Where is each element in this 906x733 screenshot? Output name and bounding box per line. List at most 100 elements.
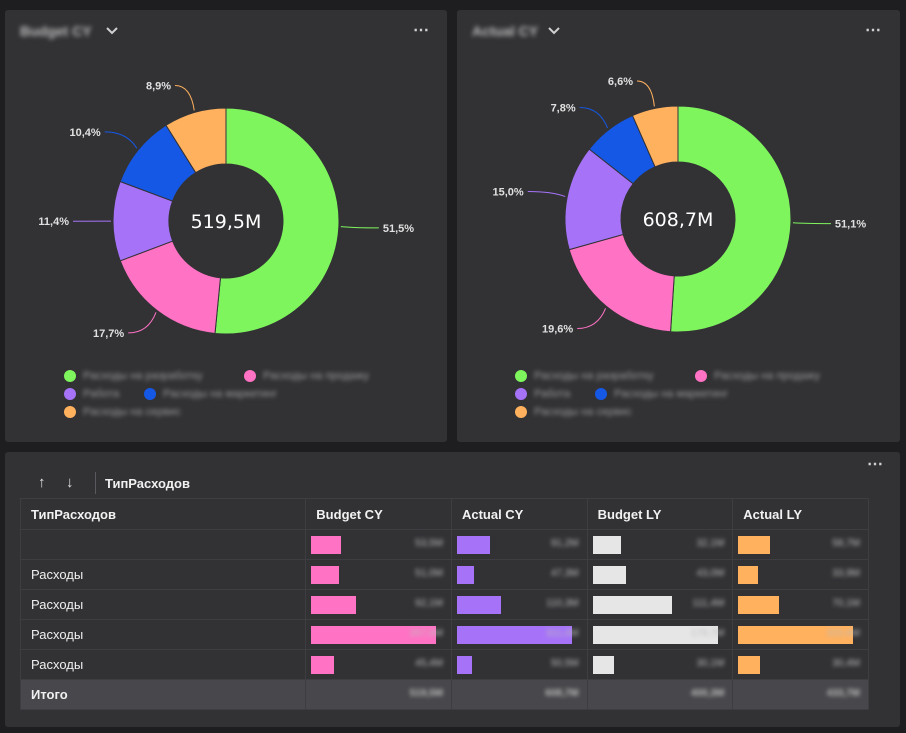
row-label: Расходы <box>19 559 307 590</box>
donut-slice[interactable] <box>165 107 227 174</box>
legend-item[interactable]: Расходы на разработку <box>515 370 654 382</box>
legend-item[interactable]: Работа <box>515 388 570 400</box>
chart-legend: Расходы на разработку Расходы на продажу Р… <box>64 370 424 430</box>
actual-cy-panel: Actual CY ⋯ 51,1% 19,6% 15,0% 7,8% 6,6% 608,7… <box>457 10 900 442</box>
more-menu-icon[interactable]: ⋯ <box>865 22 882 39</box>
cell-value: 433,7M <box>826 688 860 699</box>
value-cell: 30,4M <box>732 649 869 680</box>
value-cell: 47,3M <box>450 559 588 590</box>
cell-value: 91,2M <box>550 538 579 549</box>
leader-line <box>527 191 566 198</box>
column-header[interactable]: Budget CY <box>305 498 452 530</box>
cell-value: 33,9M <box>832 568 860 579</box>
divider <box>95 472 96 494</box>
chevron-down-icon[interactable] <box>105 26 119 36</box>
value-cell: 315,6M <box>732 619 869 650</box>
cell-value: 53,5M <box>415 538 443 549</box>
column-header[interactable]: Actual LY <box>732 498 869 530</box>
legend-dot-icon <box>515 370 527 382</box>
leader-line <box>104 131 138 149</box>
legend-item[interactable]: Расходы на маркетинг <box>144 388 277 400</box>
data-bar <box>738 536 771 554</box>
legend-label: Расходы на маркетинг <box>163 388 278 400</box>
more-menu-icon[interactable]: ⋯ <box>867 456 884 473</box>
legend-item[interactable]: Расходы на разработку <box>64 370 203 382</box>
value-cell: 70,1M <box>732 589 869 620</box>
cell-value: 311,0M <box>546 628 579 639</box>
panel-title: Budget CY <box>20 23 92 39</box>
slice-percent-label: 8,9% <box>146 80 171 92</box>
legend-item[interactable]: Расходы на продажу <box>244 370 369 382</box>
data-bar <box>456 596 501 614</box>
slice-percent-label: 51,5% <box>383 223 414 235</box>
data-bar <box>738 566 759 584</box>
column-header[interactable]: ТипРасходов <box>19 498 307 530</box>
value-cell: 58,7M <box>732 529 869 560</box>
cell-value: 70,1M <box>832 598 860 609</box>
data-bar <box>592 656 614 674</box>
leader-line <box>128 312 157 334</box>
cell-value: 110,3M <box>546 598 579 609</box>
cell-value: 47,3M <box>550 568 579 579</box>
donut-chart: 51,1% 19,6% 15,0% 7,8% 6,6% 608,7M <box>493 76 867 336</box>
table-row: Расходы 267,6M 311,0M 179,7M 315,6M <box>19 619 869 650</box>
legend-dot-icon <box>595 388 607 400</box>
row-label: Расходы <box>19 619 307 650</box>
legend-item[interactable]: Расходы на сервис <box>64 406 181 418</box>
table-row: 53,5M 91,2M 32,1M 58,7M <box>19 529 869 560</box>
legend-label: Расходы на разработку <box>534 370 654 382</box>
legend-item[interactable]: Расходы на маркетинг <box>595 388 728 400</box>
legend-item[interactable]: Расходы на сервис <box>515 406 632 418</box>
value-cell: 51,0M <box>305 559 452 590</box>
data-bar <box>592 596 672 614</box>
slice-percent-label: 11,4% <box>38 216 69 228</box>
data-bar <box>738 626 854 644</box>
legend-dot-icon <box>64 370 76 382</box>
sort-ascending-icon[interactable]: ↑ <box>38 474 46 491</box>
chevron-down-icon[interactable] <box>547 26 561 36</box>
legend-label: Работа <box>83 388 120 400</box>
row-label: Итого <box>19 679 307 710</box>
cell-value: 400,3M <box>690 688 725 699</box>
leader-line <box>175 84 195 111</box>
donut-slice[interactable] <box>568 233 675 333</box>
value-cell: 32,1M <box>586 529 734 560</box>
data-table: ТипРасходов Budget CY Actual CY Budget L… <box>19 498 869 710</box>
donut-slice[interactable] <box>214 107 340 335</box>
slice-percent-label: 6,6% <box>608 76 633 88</box>
value-cell: 267,6M <box>305 619 452 650</box>
row-label: Расходы <box>19 589 307 620</box>
data-bar <box>311 536 342 554</box>
chart-legend: Расходы на разработку Расходы на продажу Р… <box>515 370 875 430</box>
legend-dot-icon <box>64 388 76 400</box>
slice-percent-label: 7,8% <box>551 103 576 115</box>
data-bar <box>311 626 437 644</box>
center-total-label: 608,7M <box>643 209 714 231</box>
value-cell: 92,1M <box>305 589 452 620</box>
table-row: Расходы 51,0M 47,3M 43,0M 33,9M <box>19 559 869 590</box>
more-menu-icon[interactable]: ⋯ <box>413 22 430 39</box>
value-cell: 33,9M <box>732 559 869 590</box>
legend-dot-icon <box>64 406 76 418</box>
donut-slice[interactable] <box>631 105 679 168</box>
cell-value: 30,4M <box>832 658 860 669</box>
sort-descending-icon[interactable]: ↓ <box>66 474 74 491</box>
data-bar <box>456 656 472 674</box>
row-label: Расходы <box>19 649 307 680</box>
value-cell: 111,4M <box>586 589 734 620</box>
legend-dot-icon <box>515 406 527 418</box>
cell-value: 92,1M <box>415 598 443 609</box>
value-cell: 30,1M <box>586 649 734 680</box>
value-cell: 400,3M <box>586 679 734 710</box>
table-row: Расходы 92,1M 110,3M 111,4M 70,1M <box>19 589 869 620</box>
cell-value: 32,1M <box>696 538 725 549</box>
total-row: Итого 519,5M 608,7M 400,3M 433,7M <box>19 679 869 710</box>
slice-percent-label: 19,6% <box>542 324 573 336</box>
legend-item[interactable]: Расходы на продажу <box>695 370 820 382</box>
legend-item[interactable]: Работа <box>64 388 119 400</box>
column-header[interactable]: Budget LY <box>586 498 734 530</box>
cell-value: 58,7M <box>832 538 860 549</box>
value-cell: 110,3M <box>450 589 588 620</box>
column-header[interactable]: Actual CY <box>450 498 588 530</box>
donut-slice[interactable] <box>670 105 792 333</box>
